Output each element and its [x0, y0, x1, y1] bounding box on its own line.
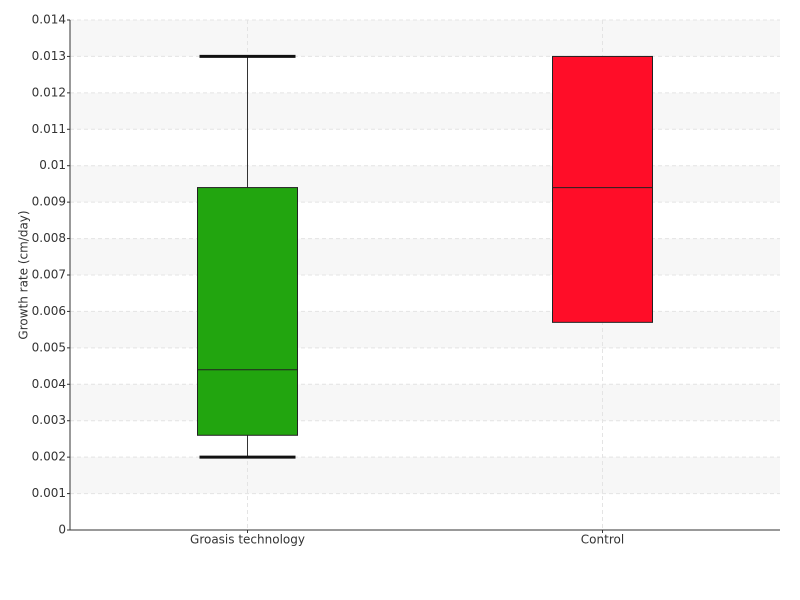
grid-band	[70, 92, 780, 130]
y-tick-label: 0.01	[39, 158, 66, 172]
grid-band	[70, 165, 780, 203]
box	[197, 187, 298, 436]
y-tick-label: 0.014	[32, 13, 66, 27]
y-tick-label: 0.002	[32, 450, 66, 464]
y-tick-label: 0.004	[32, 377, 66, 391]
y-axis-label: Growth rate (cm/day)	[17, 210, 31, 339]
y-tick-label: 0.009	[32, 195, 66, 209]
grid-band	[70, 20, 780, 57]
box	[552, 55, 653, 323]
grid-band	[70, 311, 780, 348]
y-tick-label: 0.003	[32, 413, 66, 427]
y-tick-label: 0.013	[32, 49, 66, 63]
y-tick-label: 0	[58, 523, 66, 537]
grid-band	[70, 238, 780, 275]
grid-band	[70, 384, 780, 421]
y-tick-label: 0.011	[32, 122, 66, 136]
y-tick-label: 0.005	[32, 340, 66, 354]
y-tick-label: 0.012	[32, 85, 66, 99]
y-tick-label: 0.007	[32, 268, 66, 282]
x-tick-label: Control	[581, 533, 624, 547]
grid-band	[70, 457, 780, 494]
y-tick-label: 0.008	[32, 231, 66, 245]
x-tick-label: Groasis technology	[190, 533, 305, 547]
y-tick-label: 0.001	[32, 486, 66, 500]
y-tick-label: 0.006	[32, 304, 66, 318]
